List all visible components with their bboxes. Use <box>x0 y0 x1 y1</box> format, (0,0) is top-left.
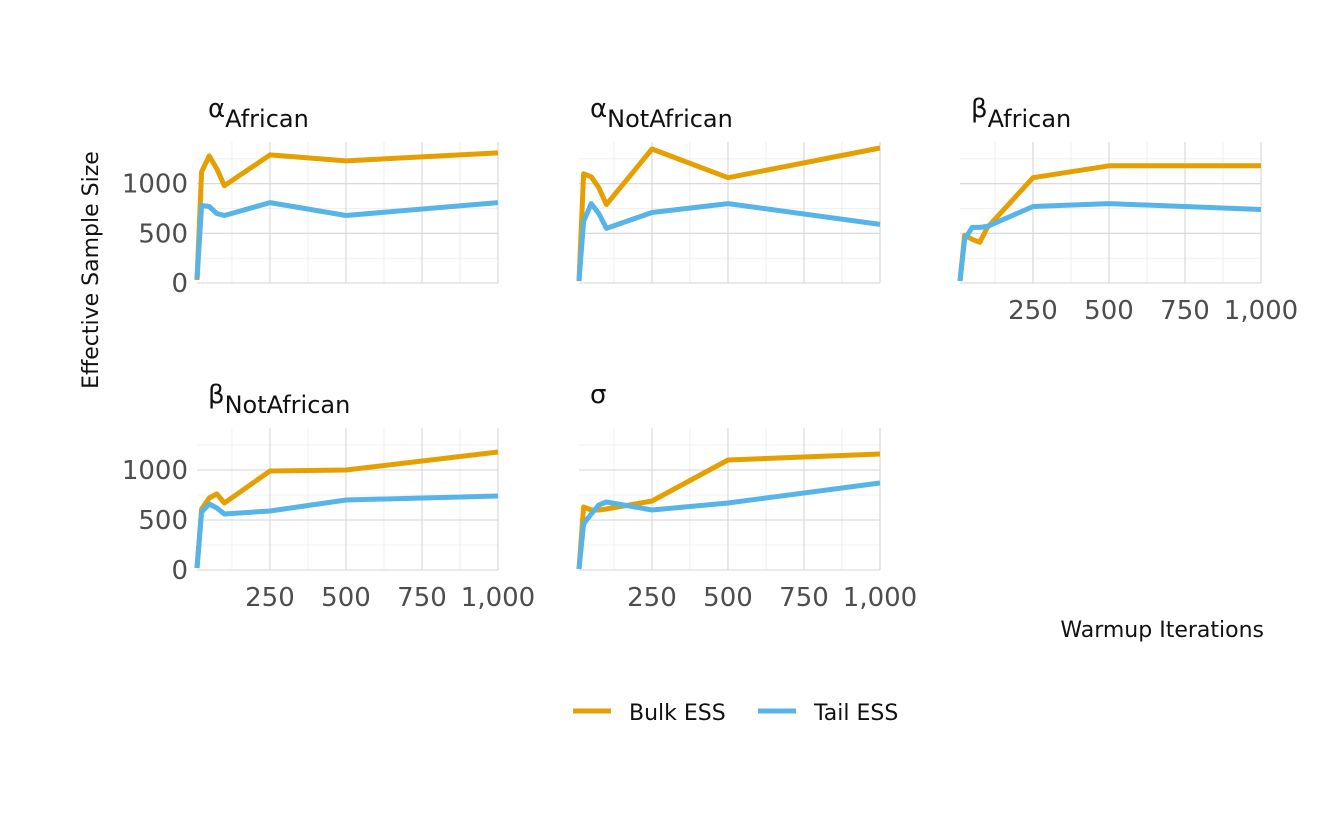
series-line-bulk-ess <box>194 150 499 281</box>
series-line-tail-ess <box>194 200 499 280</box>
x-tick-label: 750 <box>779 583 829 613</box>
legend-label-bulk: Bulk ESS <box>629 701 726 726</box>
facet-title: σ <box>590 380 606 410</box>
series-line-tail-ess <box>194 493 499 569</box>
x-axis-title: Warmup Iterations <box>1060 618 1264 643</box>
x-tick-label: 750 <box>1160 296 1210 326</box>
series-line-bulk-ess <box>576 451 881 570</box>
facet-title-subscript: NotAfrican <box>225 391 351 419</box>
facet-panel: αNotAfrican <box>576 94 881 284</box>
series-line-bulk-ess <box>957 163 1261 282</box>
legend: Bulk ESS Tail ESS <box>573 701 898 726</box>
facet-title-symbol: α <box>590 94 607 124</box>
y-tick-label: 0 <box>171 269 188 299</box>
facet-title-subscript: African <box>988 105 1072 133</box>
y-axis-title: Effective Sample Size <box>79 151 104 389</box>
x-tick-label: 250 <box>1008 296 1058 326</box>
facet-title-symbol: σ <box>590 380 606 410</box>
facet-title-subscript: NotAfrican <box>607 105 733 133</box>
y-tick-label: 1000 <box>122 170 188 200</box>
facet-panel: βNotAfrican 0 500 1000 250 500 750 1,000 <box>122 380 535 613</box>
series-line-tail-ess <box>957 201 1262 282</box>
x-tick-label: 1,000 <box>843 583 917 613</box>
facet-panel: αAfrican 0 500 1000 <box>122 94 499 299</box>
facet-title: βNotAfrican <box>208 380 350 419</box>
facet-title-subscript: African <box>225 105 309 133</box>
series-line-bulk-ess <box>194 449 499 569</box>
facet-panel: σ 250 500 750 1,000 <box>576 380 917 613</box>
facet-panel: βAfrican 250 500 750 1,000 <box>957 94 1298 326</box>
facet-title: αAfrican <box>208 94 309 133</box>
series-line-tail-ess <box>576 201 881 282</box>
y-tick-label: 1000 <box>122 456 188 486</box>
x-tick-label: 500 <box>1084 296 1134 326</box>
y-tick-label: 500 <box>138 506 188 536</box>
legend-label-tail: Tail ESS <box>813 701 898 726</box>
facet-title-symbol: β <box>971 94 988 124</box>
x-tick-label: 500 <box>321 583 371 613</box>
x-tick-label: 500 <box>703 583 753 613</box>
series-line-tail-ess <box>576 480 881 570</box>
facet-title-symbol: β <box>208 380 225 410</box>
x-tick-label: 1,000 <box>461 583 535 613</box>
facet-title: βAfrican <box>971 94 1071 133</box>
x-tick-label: 750 <box>397 583 447 613</box>
x-tick-label: 250 <box>245 583 295 613</box>
y-tick-label: 500 <box>138 219 188 249</box>
series-line-bulk-ess <box>576 145 881 282</box>
facet-title-symbol: α <box>208 94 225 124</box>
facet-title: αNotAfrican <box>590 94 733 133</box>
y-tick-label: 0 <box>171 556 188 586</box>
x-tick-label: 250 <box>627 583 677 613</box>
x-tick-label: 1,000 <box>1224 296 1298 326</box>
